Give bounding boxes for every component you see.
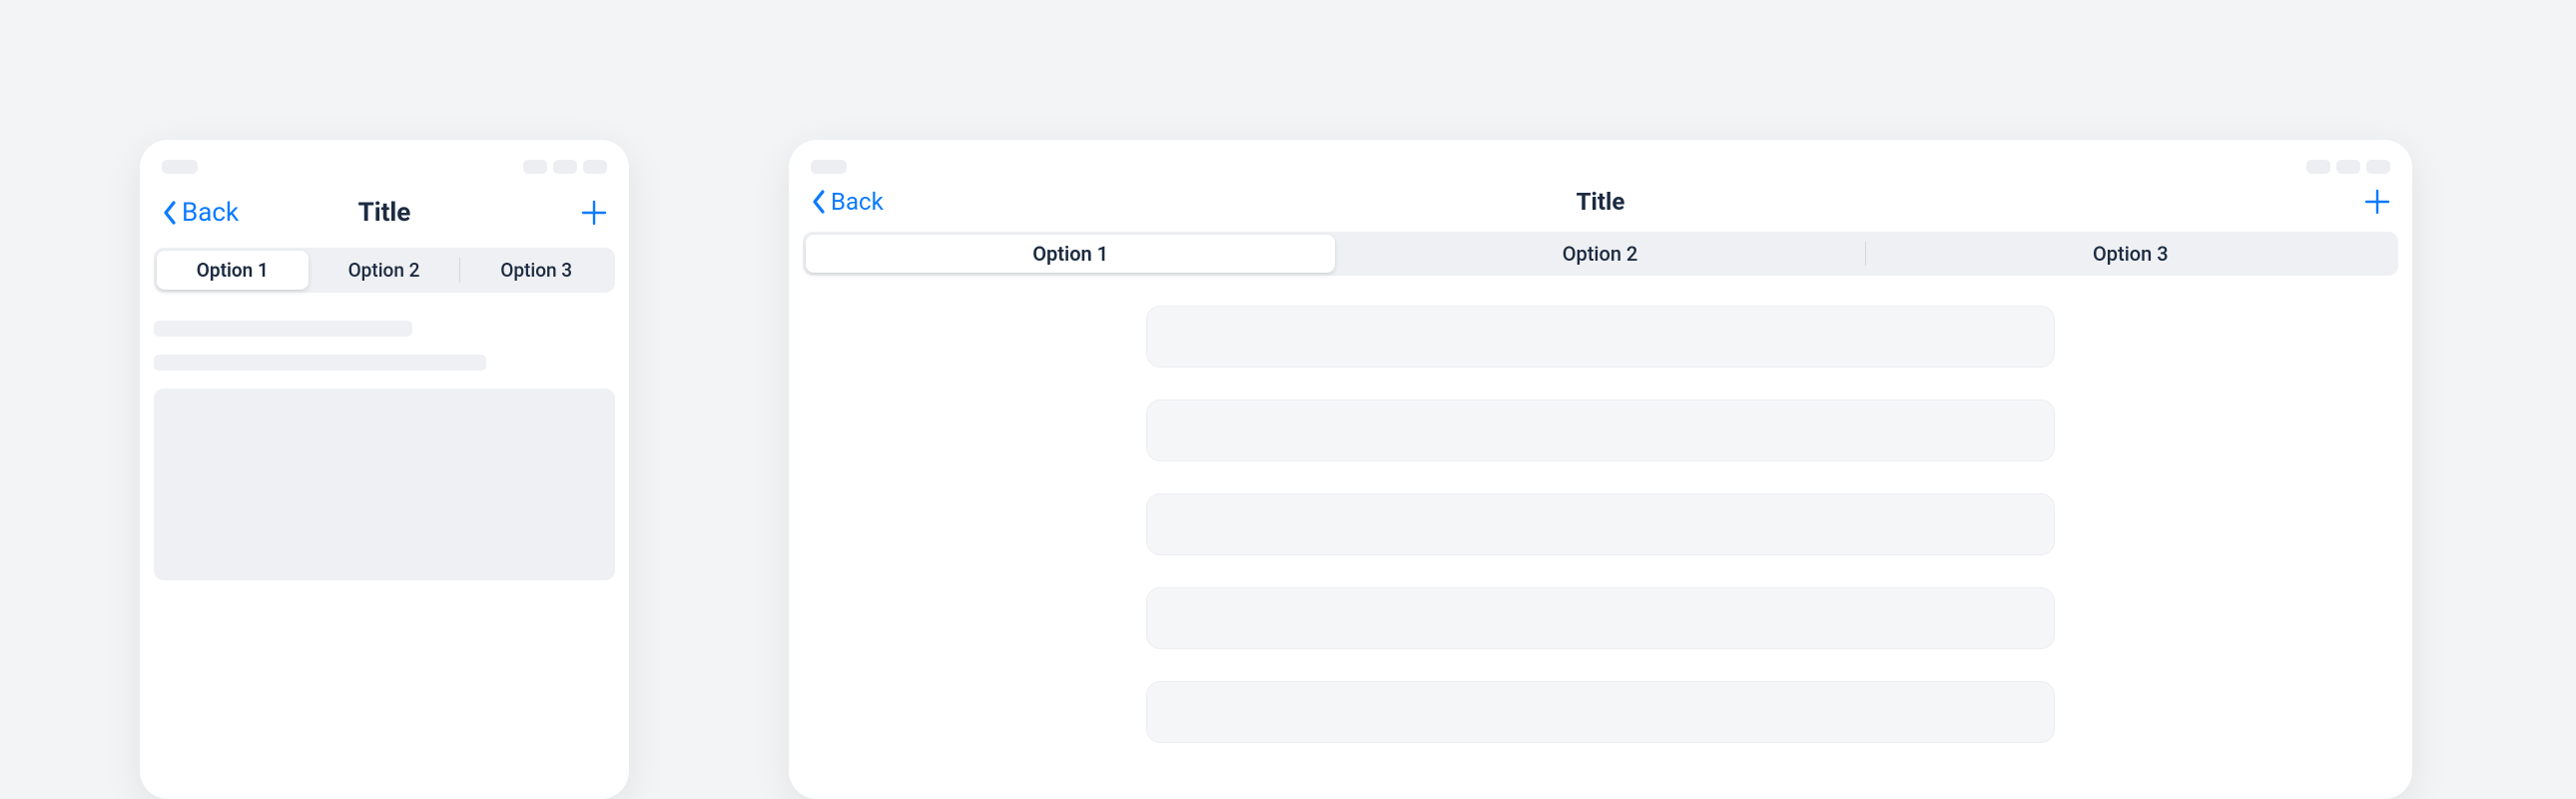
skeleton-block xyxy=(154,389,615,580)
page-title: Title xyxy=(911,188,2290,216)
skeleton-line xyxy=(154,321,412,337)
list-item[interactable] xyxy=(1146,400,2055,461)
back-button[interactable]: Back xyxy=(811,188,911,216)
segmented-control: Option 1 Option 2 Option 3 xyxy=(803,232,2398,276)
page-title: Title xyxy=(262,198,507,228)
plus-icon xyxy=(2364,189,2390,215)
back-label: Back xyxy=(831,188,884,216)
segment-option-1[interactable]: Option 1 xyxy=(157,251,309,290)
navigation-bar: Back Title xyxy=(789,180,2412,228)
segment-option-3[interactable]: Option 3 xyxy=(1866,235,2395,273)
list-item[interactable] xyxy=(1146,681,2055,743)
list-item[interactable] xyxy=(1146,493,2055,555)
segment-option-2[interactable]: Option 2 xyxy=(1335,235,1864,273)
list-item[interactable] xyxy=(1146,587,2055,649)
status-indicators xyxy=(523,160,607,174)
segment-option-1[interactable]: Option 1 xyxy=(806,235,1335,273)
status-time xyxy=(162,160,198,174)
add-button[interactable] xyxy=(2290,189,2390,215)
plus-icon xyxy=(581,200,607,226)
status-indicators xyxy=(2306,160,2390,174)
back-button[interactable]: Back xyxy=(162,198,262,228)
tablet-device: Back Title Option 1 Option 2 Option 3 xyxy=(789,140,2412,799)
content-area xyxy=(789,276,2412,743)
segment-option-3[interactable]: Option 3 xyxy=(460,251,612,290)
content-area xyxy=(140,293,629,580)
list-item[interactable] xyxy=(1146,306,2055,368)
status-time xyxy=(811,160,847,174)
chevron-left-icon xyxy=(811,189,827,215)
navigation-bar: Back Title xyxy=(140,180,629,242)
segmented-control: Option 1 Option 2 Option 3 xyxy=(154,248,615,293)
status-bar xyxy=(789,140,2412,180)
add-button[interactable] xyxy=(507,200,607,226)
skeleton-line xyxy=(154,355,486,371)
chevron-left-icon xyxy=(162,200,178,226)
back-label: Back xyxy=(182,198,239,228)
status-bar xyxy=(140,140,629,180)
phone-device: Back Title Option 1 Option 2 Option 3 xyxy=(140,140,629,799)
segment-option-2[interactable]: Option 2 xyxy=(309,251,460,290)
